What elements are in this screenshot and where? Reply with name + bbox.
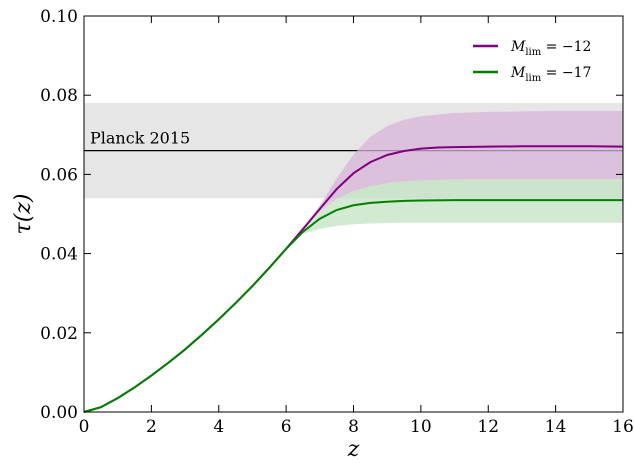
series-band-1	[302, 111, 623, 230]
legend-label: Mlim = −12	[510, 39, 591, 58]
y-tick-label: 0.10	[40, 7, 78, 27]
x-tick-label: 6	[281, 417, 292, 437]
confidence-bands	[302, 111, 623, 234]
y-tick-label: 0.04	[40, 245, 78, 265]
y-ticks: 0.00 0.02 0.04 0.06 0.08 0.10	[40, 7, 623, 423]
x-tick-label: 8	[348, 417, 359, 437]
series-band-2	[302, 179, 623, 234]
legend: Mlim = −12 Mlim = −17	[473, 39, 591, 84]
x-tick-label: 12	[477, 417, 499, 437]
y-tick-label: 0.08	[40, 86, 78, 106]
series-lines	[83, 145, 624, 413]
planck-label: Planck 2015	[90, 129, 190, 148]
x-tick-label: 10	[410, 417, 432, 437]
x-tick-label: 16	[612, 417, 634, 437]
y-tick-label: 0.02	[40, 324, 78, 344]
series-line-2	[83, 199, 623, 413]
x-tick-label: 0	[79, 417, 90, 437]
y-tick-label: 0.00	[40, 403, 78, 423]
x-tick-label: 4	[213, 417, 224, 437]
x-tick-label: 2	[146, 417, 157, 437]
y-tick-label: 0.06	[40, 165, 78, 185]
legend-label: Mlim = −17	[510, 65, 591, 84]
x-ticks: 0 2 4 6 8 10 12 14 16	[79, 16, 634, 437]
x-tick-label: 14	[545, 417, 567, 437]
x-axis-label: z	[347, 437, 360, 462]
y-axis-label: τ(z)	[11, 194, 36, 235]
